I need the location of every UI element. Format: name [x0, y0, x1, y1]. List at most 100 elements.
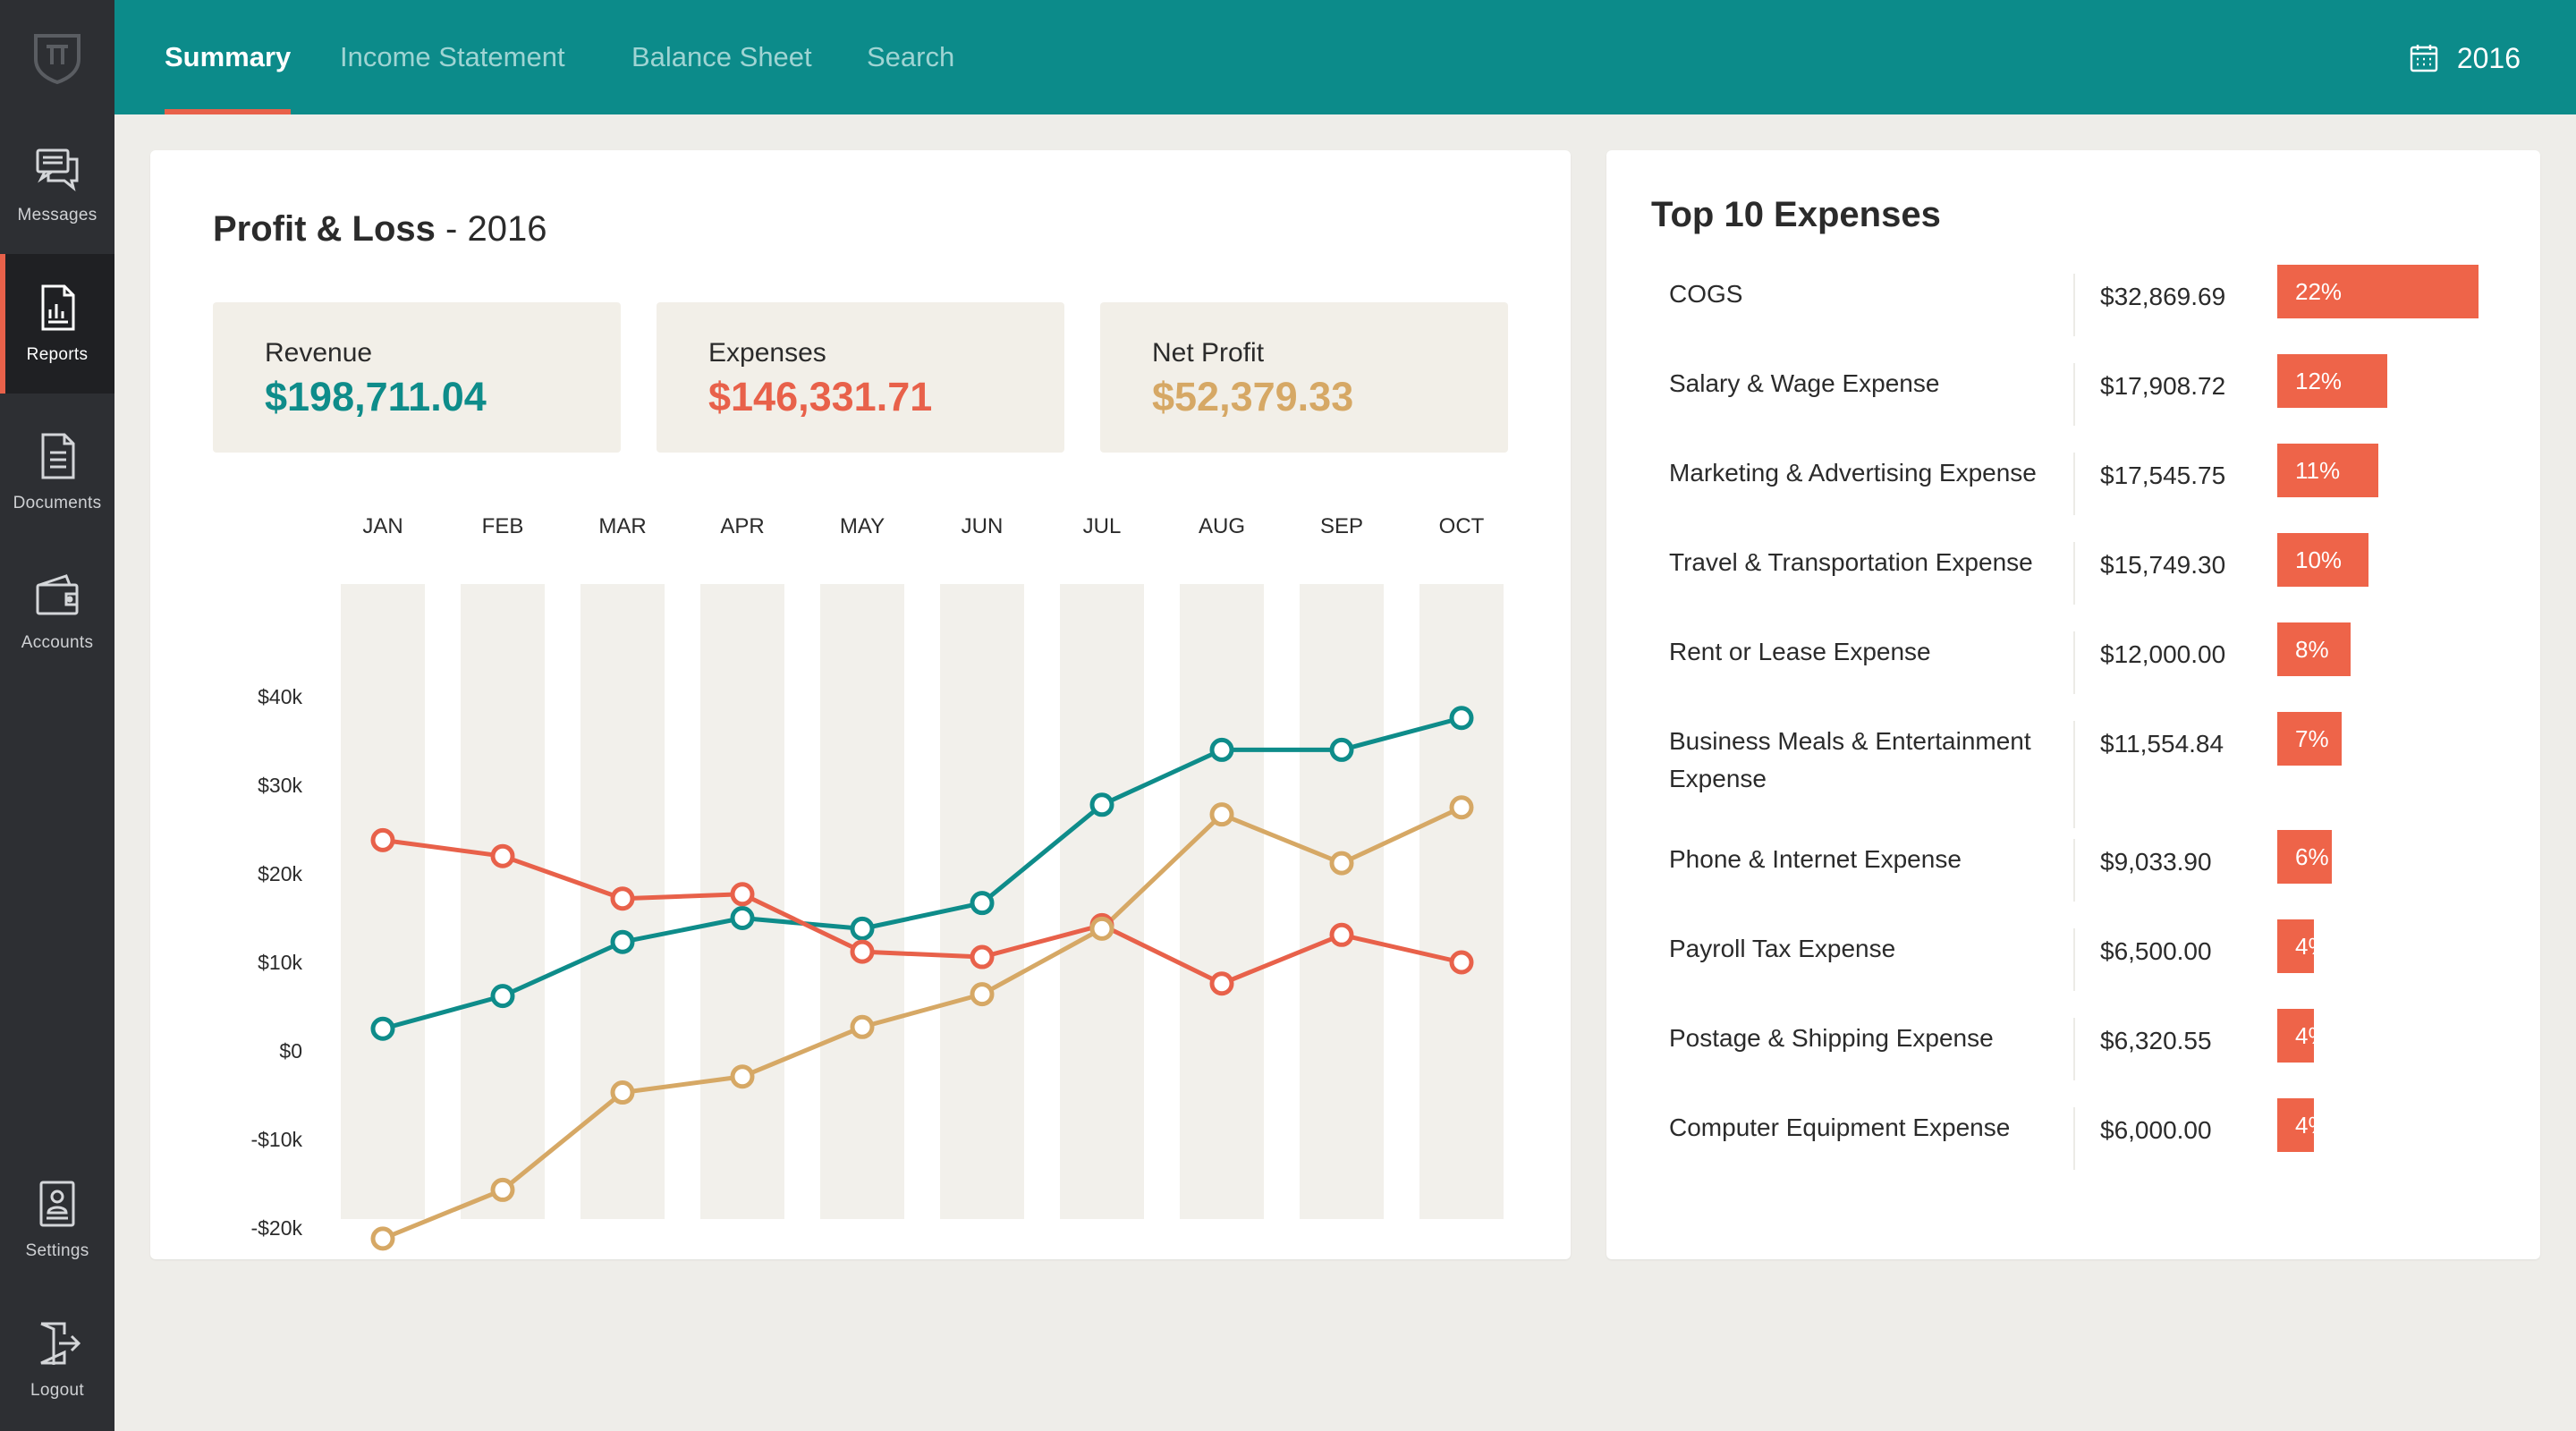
data-point [730, 906, 755, 930]
expense-percent-bar [2277, 533, 2368, 587]
sidebar-item-accounts[interactable]: Accounts [0, 542, 114, 682]
expense-percent-label: 4% [2295, 1112, 2329, 1139]
data-point [1089, 916, 1114, 941]
x-tick-label: JUN [962, 514, 1004, 538]
sidebar-item-label: Logout [30, 1381, 84, 1400]
net-profit-value: $52,379.33 [1152, 374, 1354, 419]
selected-year: 2016 [2456, 41, 2521, 74]
tab-income-statement[interactable]: Income Statement [340, 41, 565, 72]
net-profit-stat: Net Profit $52,379.33 [1100, 302, 1508, 453]
expense-percent-bar [2277, 444, 2378, 497]
top-expenses-title: Top 10 Expenses [1651, 195, 1941, 234]
sidebar-item-settings[interactable]: Settings [0, 1150, 114, 1290]
expense-amount: $6,500.00 [2100, 937, 2212, 965]
sidebar-item-label: Accounts [21, 633, 94, 652]
x-tick-label: AUG [1199, 514, 1245, 538]
data-point [610, 886, 635, 911]
data-point [370, 1016, 395, 1041]
tab-search[interactable]: Search [867, 41, 955, 72]
stat-label: Net Profit [1152, 338, 1265, 368]
expense-percent-label: 4% [2295, 1022, 2329, 1049]
y-tick-label: -$10k [250, 1128, 302, 1151]
column-divider [2073, 631, 2075, 694]
shield-logo-icon[interactable] [32, 32, 82, 84]
data-point [730, 882, 755, 907]
data-point [1449, 706, 1474, 731]
x-tick-label: MAY [840, 514, 885, 538]
tab-summary[interactable]: Summary [165, 0, 292, 114]
month-column [341, 584, 425, 1219]
expense-name: COGS [1669, 280, 1743, 308]
data-point [850, 1014, 875, 1039]
expense-amount: $6,000.00 [2100, 1116, 2212, 1144]
x-tick-label: OCT [1439, 514, 1485, 538]
expense-percent-label: 4% [2295, 933, 2329, 960]
x-tick-label: JUL [1083, 514, 1122, 538]
x-tick-label: SEP [1320, 514, 1363, 538]
data-point [850, 916, 875, 941]
month-column [1419, 584, 1504, 1219]
column-divider [2073, 721, 2075, 828]
revenue-value: $198,711.04 [265, 374, 487, 419]
sidebar-item-logout[interactable]: Logout [0, 1290, 114, 1429]
data-point [370, 1226, 395, 1251]
data-point [1449, 795, 1474, 820]
sidebar-item-reports[interactable]: Reports [0, 254, 114, 394]
messages-icon [36, 148, 79, 191]
expense-percent-bar [2277, 830, 2332, 884]
data-point [970, 944, 995, 970]
reports-icon [41, 284, 75, 331]
sidebar-item-label: Messages [17, 206, 97, 224]
column-divider [2073, 839, 2075, 902]
x-tick-label: FEB [482, 514, 524, 538]
expenses-value: $146,331.71 [708, 374, 933, 419]
expense-percent-label: 6% [2295, 843, 2329, 870]
expense-percent-bar [2277, 919, 2314, 973]
profit-loss-line-chart: JAN FEB MAR APR MAY JUN JUL AUG SEP OCT $40k $30k $2… [250, 514, 1504, 1251]
sidebar-item-documents[interactable]: Documents [0, 402, 114, 542]
x-tick-label: APR [720, 514, 764, 538]
series-line [382, 716, 1462, 1031]
expense-percent-bar [2277, 265, 2479, 318]
expense-name: Rent or Lease Expense [1669, 638, 1931, 665]
expense-percent-bar [2277, 1098, 2314, 1152]
expense-percent-label: 22% [2295, 278, 2343, 305]
y-tick-label: $30k [258, 774, 302, 797]
year-selector[interactable]: 2016 [2409, 36, 2521, 80]
column-divider [2073, 1018, 2075, 1080]
expense-percent-label: 7% [2295, 725, 2329, 752]
data-point [490, 843, 515, 868]
data-point [1449, 950, 1474, 975]
expense-percent-label: 8% [2295, 636, 2329, 663]
x-tick-label: MAR [598, 514, 646, 538]
sidebar-item-messages[interactable]: Messages [0, 114, 114, 254]
data-point [1209, 971, 1234, 996]
expense-name: Phone & Internet Expense [1669, 845, 1962, 873]
sidebar: Messages Reports Documents Accounts [0, 0, 114, 1431]
tab-balance-sheet[interactable]: Balance Sheet [631, 41, 812, 72]
expense-amount: $6,320.55 [2100, 1027, 2212, 1054]
expense-percent-bar [2277, 1009, 2314, 1063]
y-tick-label: -$20k [250, 1216, 302, 1240]
y-tick-label: $40k [258, 685, 302, 708]
data-point [970, 982, 995, 1007]
y-tick-label: $10k [258, 951, 302, 974]
data-point [1089, 792, 1114, 817]
column-divider [2073, 363, 2075, 426]
data-point [370, 827, 395, 852]
expense-name: Payroll Tax Expense [1669, 935, 1896, 962]
month-column [1300, 584, 1384, 1219]
data-point [1209, 802, 1234, 827]
data-point [1209, 737, 1234, 762]
data-point [1329, 737, 1354, 762]
expense-name: Marketing & Advertising Expense [1669, 459, 2037, 487]
wallet-icon [36, 574, 79, 615]
column-divider [2073, 274, 2075, 336]
expense-percent-label: 12% [2295, 368, 2343, 394]
column-divider [2073, 453, 2075, 515]
x-tick-label: JAN [362, 514, 402, 538]
expense-name: Postage & Shipping Expense [1669, 1024, 1994, 1052]
y-tick-label: $0 [279, 1039, 302, 1063]
expense-percent-bar [2277, 712, 2342, 766]
month-column [820, 584, 904, 1219]
